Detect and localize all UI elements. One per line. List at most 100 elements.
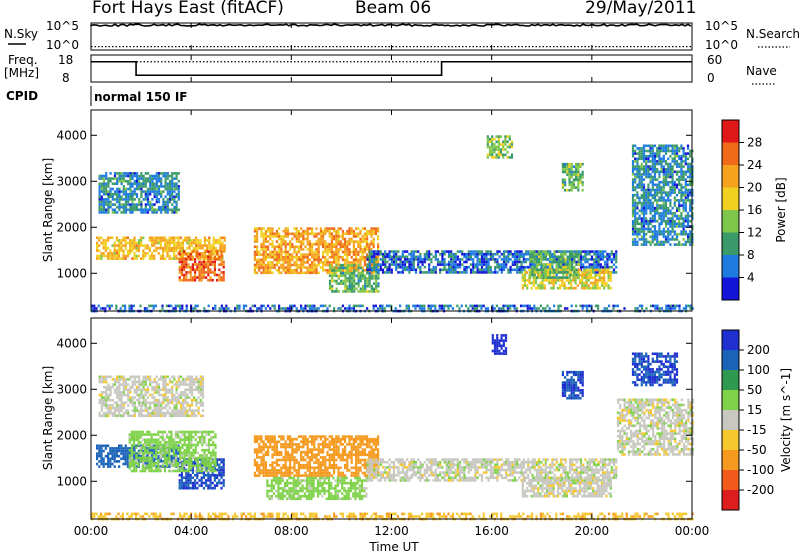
power-cell [577, 273, 580, 277]
power-cell [183, 265, 186, 269]
power-cell [458, 263, 462, 266]
power-cell [576, 284, 579, 287]
power-cell [673, 186, 676, 189]
power-cell [440, 307, 443, 310]
power-cell [273, 235, 276, 238]
power-cell [308, 227, 311, 230]
power-cell [491, 148, 494, 151]
power-cell [595, 263, 598, 266]
power-cell [638, 165, 641, 168]
velocity-cell [645, 512, 648, 516]
power-cell [658, 212, 661, 215]
power-cell [300, 253, 303, 256]
power-cell [518, 250, 521, 253]
power-cell [341, 245, 344, 249]
power-cell [636, 243, 639, 246]
power-cell [171, 198, 174, 201]
power-cell [151, 239, 154, 242]
power-cell [225, 304, 228, 308]
power-cell [476, 258, 479, 261]
power-cell [656, 191, 659, 194]
power-cell [140, 211, 143, 214]
power-cell [667, 149, 670, 153]
power-cell [577, 168, 580, 171]
power-cell [592, 271, 595, 274]
power-cell [572, 165, 575, 169]
power-cell [520, 268, 523, 272]
power-cell [286, 235, 289, 238]
power-cell [656, 170, 659, 174]
power-cell [549, 271, 552, 274]
power-cell [662, 219, 665, 223]
velocity-cell [284, 512, 287, 516]
power-cell [333, 307, 336, 310]
power-cell [217, 241, 220, 245]
power-cell [408, 265, 411, 269]
power-cell [168, 249, 171, 253]
power-cell [397, 263, 400, 266]
power-cell [96, 236, 99, 240]
power-cell [124, 208, 128, 212]
power-cell [363, 227, 366, 230]
power-cell [346, 261, 349, 264]
power-cell [669, 201, 672, 205]
power-cell [478, 271, 481, 274]
velocity-cell [425, 515, 428, 518]
power-cell [570, 183, 573, 187]
power-cell [682, 219, 685, 223]
power-cell [675, 238, 679, 241]
power-cell [328, 229, 331, 233]
power-cell [297, 250, 300, 254]
power-cell [478, 250, 481, 253]
power-cell [530, 286, 533, 290]
noise-panel: N.Sky 10^5 10^0 10^5 10^0 N.Search [4, 19, 800, 52]
power-cell [412, 250, 415, 253]
power-cell [366, 242, 369, 246]
power-cell [341, 258, 344, 262]
power-cell [653, 167, 657, 171]
power-cell [368, 277, 371, 280]
power-cell [313, 253, 316, 256]
power-cell [317, 258, 320, 262]
power-cell [647, 167, 650, 171]
power-cell [278, 258, 281, 262]
power-cell [494, 258, 497, 261]
power-cell [427, 307, 430, 310]
power-cell [107, 185, 110, 188]
power-cell [689, 235, 692, 239]
power-cell [337, 263, 340, 267]
power-cell [267, 229, 270, 233]
power-cell [474, 255, 477, 259]
velocity-cell [513, 515, 516, 518]
power-cell [645, 209, 648, 213]
power-cell [355, 269, 358, 272]
power-cell [194, 271, 197, 274]
power-cell [198, 252, 201, 256]
velocity-cell [341, 515, 344, 518]
power-cell [337, 253, 340, 256]
velocity-cell [308, 512, 311, 516]
power-cell [373, 263, 376, 266]
power-cell [645, 232, 648, 236]
velocity-cell [313, 515, 316, 518]
power-cell [408, 260, 411, 264]
power-cell [509, 304, 512, 308]
power-cell [410, 258, 413, 261]
power-cell [575, 186, 578, 189]
power-cell [596, 281, 599, 285]
power-cell [109, 195, 112, 199]
power-cell [600, 276, 604, 280]
power-y-axis-label: Slant Range [km] [41, 158, 55, 262]
power-cell [673, 212, 676, 215]
power-cell [262, 255, 265, 259]
power-cell [308, 304, 311, 308]
power-cell [284, 266, 287, 269]
power-cell [352, 242, 355, 246]
power-cell [645, 238, 648, 241]
power-cell [353, 269, 356, 272]
power-cell [357, 227, 360, 230]
power-cell [175, 172, 178, 175]
power-cell [348, 284, 351, 288]
power-cell [372, 277, 376, 280]
power-cell [219, 241, 222, 245]
